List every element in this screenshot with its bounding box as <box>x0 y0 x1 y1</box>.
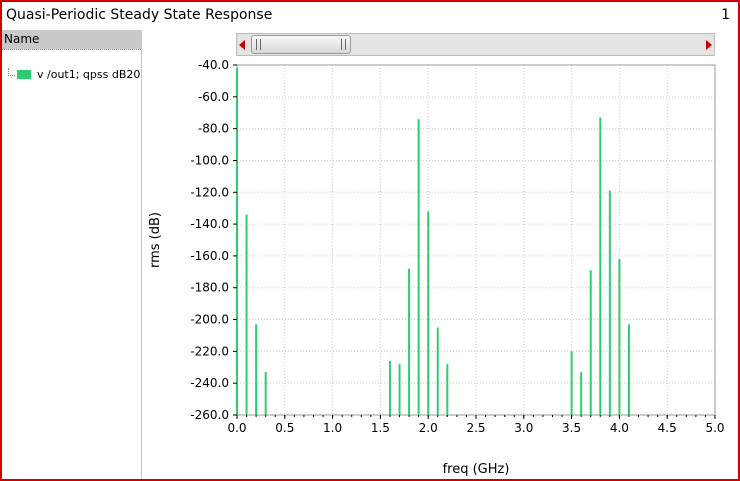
chart-series <box>236 68 630 415</box>
legend-item-label: v /out1; qpss dB20( <box>37 68 141 81</box>
y-tick-label: -140.0 <box>190 217 229 231</box>
x-tick-label: 0.0 <box>227 421 246 435</box>
trace-color-swatch <box>17 70 31 79</box>
y-tick-label: -220.0 <box>190 344 229 358</box>
y-tick-label: -200.0 <box>190 313 229 327</box>
x-tick-label: 3.5 <box>562 421 581 435</box>
thumb-grip-icon <box>341 39 346 50</box>
y-tick-label: -40.0 <box>198 58 229 72</box>
scroll-right-arrow-icon[interactable] <box>706 40 712 50</box>
y-tick-label: -60.0 <box>198 90 229 104</box>
x-tick-label: 1.5 <box>371 421 390 435</box>
horizontal-scrollbar[interactable] <box>236 33 715 56</box>
y-tick-label: -120.0 <box>190 185 229 199</box>
chart-grid <box>236 64 716 416</box>
x-tick-label: 4.5 <box>658 421 677 435</box>
legend-header-label: Name <box>4 32 40 46</box>
x-tick-label: 2.5 <box>466 421 485 435</box>
y-axis-label: rms (dB) <box>148 212 163 268</box>
x-axis-label: freq (GHz) <box>443 462 510 477</box>
window-title: Quasi-Periodic Steady State Response <box>6 7 273 23</box>
x-tick-label: 3.0 <box>514 421 533 435</box>
x-axis-ticks: 0.0 0.5 1.0 1.5 2.0 2.5 3.0 3.5 4.0 4.5 5.0 <box>227 415 725 435</box>
legend-panel: Name v /out1; qpss dB20( <box>2 30 142 479</box>
y-tick-label: -180.0 <box>190 281 229 295</box>
y-tick-label: -260.0 <box>190 408 229 422</box>
y-tick-label: -240.0 <box>190 376 229 390</box>
scroll-left-arrow-icon[interactable] <box>239 40 245 50</box>
x-tick-label: 1.0 <box>323 421 342 435</box>
title-bar: Quasi-Periodic Steady State Response 1 <box>2 2 738 28</box>
y-tick-label: -160.0 <box>190 249 229 263</box>
legend-divider <box>2 49 141 56</box>
y-axis-ticks: -40.0 -60.0 -80.0 -100.0 -120.0 -140.0 -160.0 -… <box>190 58 237 422</box>
x-tick-label: 0.5 <box>275 421 294 435</box>
tree-connector-icon <box>8 68 15 76</box>
y-tick-label: -80.0 <box>198 122 229 136</box>
y-tick-label: -100.0 <box>190 153 229 167</box>
page-number: 1 <box>721 7 730 23</box>
x-tick-label: 5.0 <box>705 421 724 435</box>
legend-header[interactable]: Name <box>2 30 141 49</box>
x-tick-label: 4.0 <box>610 421 629 435</box>
legend-item[interactable]: v /out1; qpss dB20( <box>6 68 141 82</box>
x-tick-label: 2.0 <box>419 421 438 435</box>
scroll-thumb[interactable] <box>251 35 351 54</box>
thumb-grip-icon <box>256 39 261 50</box>
